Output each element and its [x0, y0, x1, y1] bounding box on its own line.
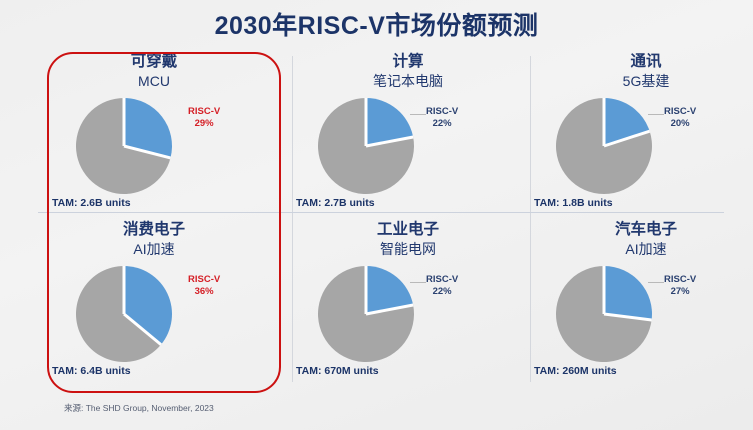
panel-divider-vertical-2 [530, 56, 531, 382]
panel-heading-line1: 消费电子 [122, 221, 185, 238]
pie-svg [556, 98, 652, 194]
pie-chart [318, 266, 414, 362]
panel-heading: 可穿戴 MCU [40, 52, 268, 91]
panel-heading: 汽车电子 AI加速 [532, 220, 753, 259]
pie-graphic [556, 266, 652, 362]
riscv-callout: RISC-V 22% [426, 274, 458, 298]
riscv-callout-label: RISC-V [664, 274, 697, 285]
pie-graphic [556, 98, 652, 194]
panel-heading: 消费电子 AI加速 [40, 220, 268, 259]
pie-chart [318, 98, 414, 194]
riscv-callout: RISC-V 36% [188, 274, 220, 298]
pie-svg [318, 98, 414, 194]
riscv-callout-percent: 22% [432, 285, 452, 297]
riscv-callout-percent: 36% [194, 285, 214, 297]
riscv-callout-percent: 27% [670, 285, 690, 297]
riscv-callout-label: RISC-V [426, 274, 459, 285]
panel-wearable-mcu: 可穿戴 MCU RISC-V 29% TAM: 2.6B units [40, 48, 268, 211]
panel-heading-line2: AI加速 [133, 241, 175, 258]
page-title: 2030年RISC-V市场份额预测 [214, 12, 539, 40]
pie-graphic [76, 98, 172, 194]
panel-heading-line1: 通讯 [630, 53, 662, 70]
callout-leader-line [648, 114, 664, 115]
panel-heading: 通讯 5G基建 [532, 52, 753, 91]
pie-graphic [318, 98, 414, 194]
riscv-callout-percent: 29% [194, 117, 214, 129]
pie-chart [76, 266, 172, 362]
panel-consumer-electronics-ai: 消费电子 AI加速 RISC-V 36% TAM: 6.4B units [40, 216, 268, 379]
riscv-callout-percent: 20% [670, 117, 690, 129]
panel-heading-line2: AI加速 [625, 241, 667, 258]
riscv-callout: RISC-V 27% [664, 274, 696, 298]
panel-divider-vertical-1 [292, 56, 293, 382]
panel-automotive-ai: 汽车电子 AI加速 RISC-V 27% TAM: 260M units [532, 216, 753, 379]
source-note: 来源: The SHD Group, November, 2023 [64, 403, 214, 413]
callout-leader-line [410, 282, 426, 283]
panel-divider-horizontal [38, 212, 724, 213]
pie-svg [318, 266, 414, 362]
riscv-callout-label: RISC-V [426, 106, 459, 117]
panel-computing-laptop: 计算 笔记本电脑 RISC-V 22% TAM: 2.7B units [294, 48, 522, 211]
panel-heading-line1: 汽车电子 [614, 221, 677, 238]
tam-label: TAM: 670M units [296, 365, 379, 377]
callout-leader-line [648, 282, 664, 283]
riscv-callout-label: RISC-V [188, 106, 221, 117]
panel-heading-line2: 5G基建 [622, 73, 670, 90]
riscv-callout: RISC-V 22% [426, 106, 458, 130]
callout-leader-line [410, 114, 426, 115]
panel-heading-line2: 智能电网 [380, 241, 436, 258]
panel-heading-line1: 计算 [392, 53, 424, 70]
tam-label: TAM: 2.7B units [296, 197, 375, 209]
pie-svg [76, 266, 172, 362]
panel-industrial-smartgrid: 工业电子 智能电网 RISC-V 22% TAM: 670M units [294, 216, 522, 379]
panel-grid: 可穿戴 MCU RISC-V 29% TAM: 2.6B units 计算 笔记… [36, 48, 726, 393]
pie-graphic [76, 266, 172, 362]
panel-heading: 工业电子 智能电网 [294, 220, 522, 259]
tam-label: TAM: 2.6B units [52, 197, 131, 209]
riscv-callout: RISC-V 20% [664, 106, 696, 130]
panel-heading-line1: 工业电子 [376, 221, 439, 238]
riscv-callout-label: RISC-V [188, 274, 221, 285]
pie-svg [556, 266, 652, 362]
panel-communications-5g: 通讯 5G基建 RISC-V 20% TAM: 1.8B units [532, 48, 753, 211]
panel-heading-line2: MCU [138, 73, 170, 90]
riscv-callout-label: RISC-V [664, 106, 697, 117]
pie-chart [76, 98, 172, 194]
riscv-callout-percent: 22% [432, 117, 452, 129]
tam-label: TAM: 6.4B units [52, 365, 131, 377]
panel-heading-line1: 可穿戴 [130, 53, 178, 70]
pie-chart [556, 98, 652, 194]
panel-heading-line2: 笔记本电脑 [373, 73, 443, 90]
riscv-callout: RISC-V 29% [188, 106, 220, 130]
pie-graphic [318, 266, 414, 362]
tam-label: TAM: 260M units [534, 365, 617, 377]
tam-label: TAM: 1.8B units [534, 197, 613, 209]
panel-heading: 计算 笔记本电脑 [294, 52, 522, 91]
pie-chart [556, 266, 652, 362]
pie-svg [76, 98, 172, 194]
